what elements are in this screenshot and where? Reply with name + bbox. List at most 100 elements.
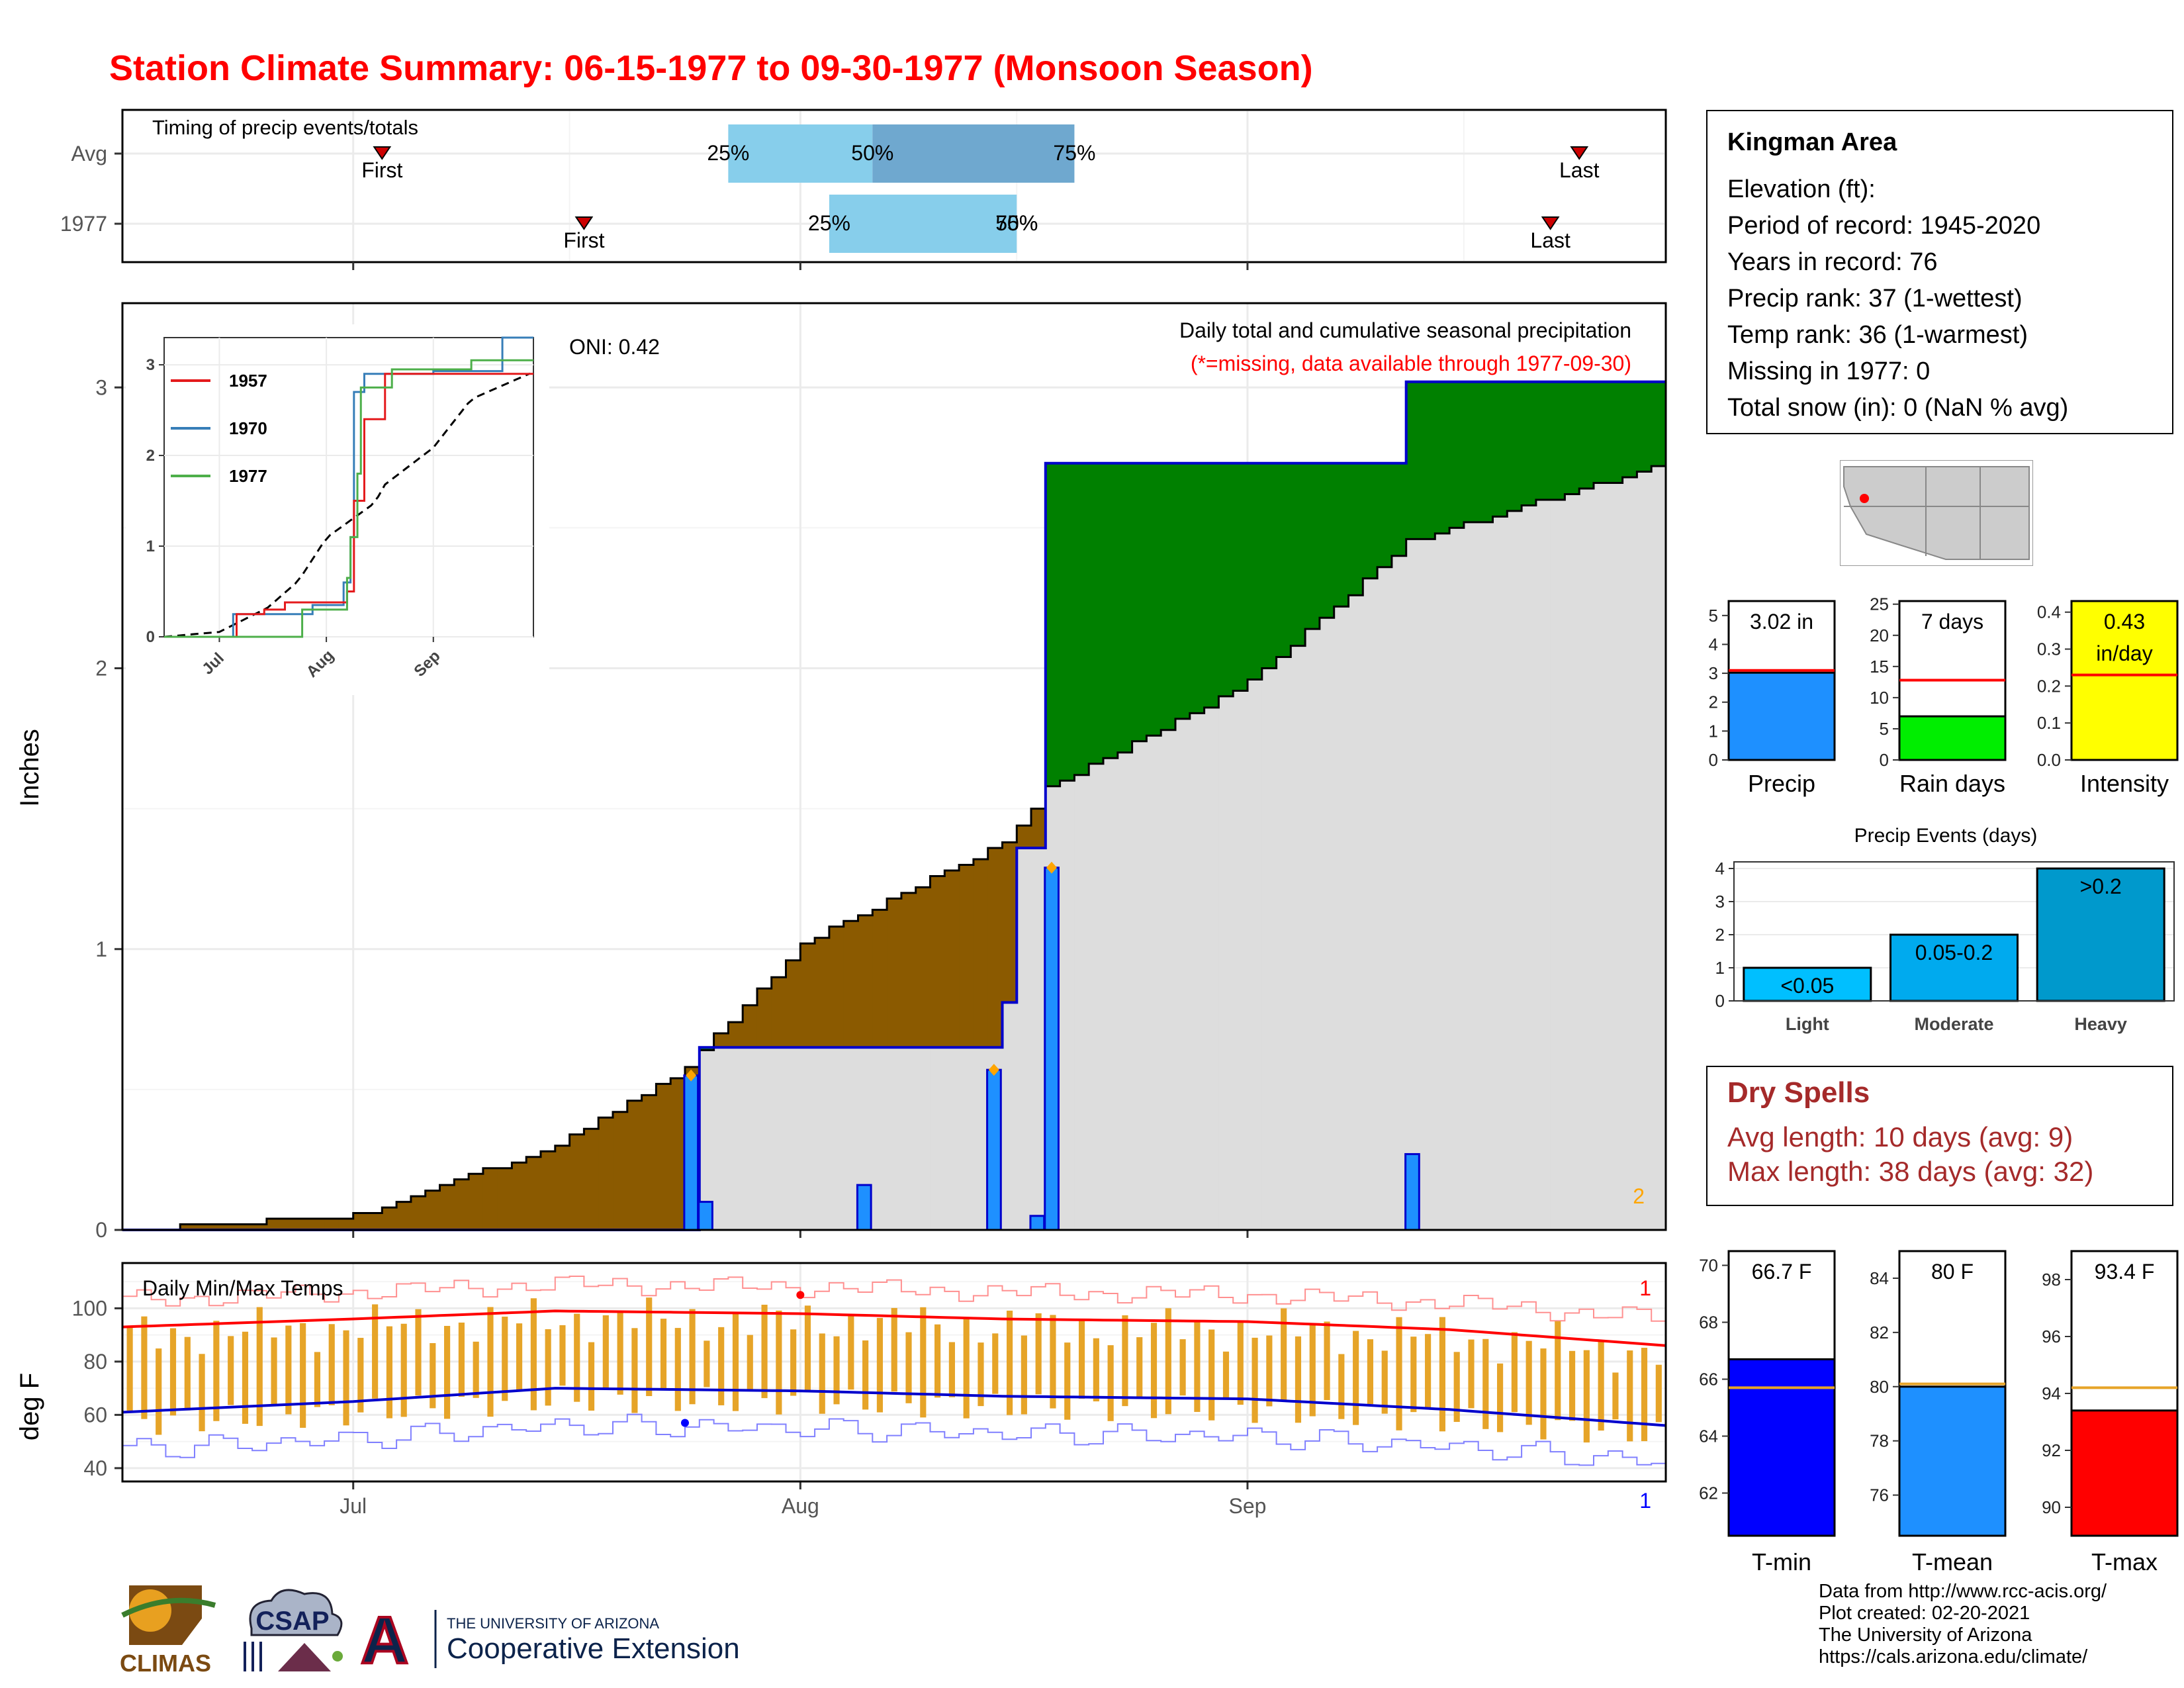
avg-cumulative-area (1247, 679, 1263, 1230)
footer-credits: Data from http://www.rcc-acis.org/ Plot … (1819, 1581, 2107, 1668)
daily-temp-bar (126, 1327, 133, 1412)
avg-cumulative-area (713, 1047, 729, 1230)
deficit-area (1031, 808, 1046, 849)
temps-xtick-label: Sep (1228, 1494, 1266, 1518)
daily-temp-bar (1136, 1337, 1143, 1397)
timing-row-avg: Avg (71, 142, 107, 165)
surplus-area (1463, 381, 1479, 522)
deficit-area (887, 898, 902, 1048)
daily-record-marker (686, 1069, 697, 1082)
daily-temp-bar (1396, 1317, 1402, 1430)
inset-frame (163, 337, 534, 637)
avg-cumulative-area (1291, 645, 1306, 1230)
inset-legend-label: 1970 (229, 418, 267, 438)
daily-temp-bar (256, 1307, 263, 1427)
avg-cumulative-area (1017, 848, 1032, 1230)
events-bin-label: >0.2 (2080, 874, 2122, 898)
summary-bar-ytick-label: 0.4 (2037, 602, 2061, 622)
deficit-area (497, 1168, 513, 1230)
surplus-area (1103, 463, 1118, 759)
climas-swoosh (121, 1597, 216, 1618)
avg-cumulative-area (1261, 668, 1277, 1230)
daily-temp-bar (1453, 1352, 1460, 1423)
daily-temp-bar (891, 1307, 897, 1392)
daily-temp-bar (430, 1343, 436, 1409)
precip-caption: Daily total and cumulative seasonal prec… (1179, 318, 1631, 342)
surplus-area (1608, 381, 1623, 483)
deficit-area (526, 1156, 541, 1230)
summary-bar-value (1898, 1385, 2007, 1537)
avg-tmax-line (122, 1309, 1666, 1347)
deficit-area (512, 1162, 527, 1230)
summary-bar-ytick-label: 98 (2042, 1270, 2061, 1289)
daily-temp-bar (761, 1304, 768, 1399)
deficit-area (713, 1033, 729, 1048)
avg-cumulative-area (771, 1047, 787, 1230)
avg-cumulative-area (1637, 471, 1652, 1231)
daily-temp-bar (1078, 1319, 1085, 1399)
info-line: Temp rank: 36 (1-warmest) (1727, 321, 2028, 349)
summary-bar-value (2070, 600, 2179, 761)
avg-cumulative-area (1161, 729, 1176, 1230)
summary-bar-ytick-label: 80 (1870, 1377, 1889, 1397)
timing-box-lower (829, 195, 1017, 253)
daily-temp-bar (1050, 1315, 1056, 1409)
timing-last-label: Last (1559, 158, 1600, 182)
daily-temp-bar (1208, 1329, 1215, 1421)
daily-temp-bar (487, 1307, 494, 1417)
daily-temp-bar (285, 1325, 292, 1415)
summary-bar-ytick-label: 3 (1709, 663, 1718, 683)
deficit-area (743, 1005, 758, 1048)
events-ytick-label: 0 (1715, 991, 1725, 1011)
avg-tmin-line (122, 1387, 1666, 1427)
daily-temp-bar (199, 1354, 205, 1432)
daily-temp-bar (1439, 1317, 1445, 1432)
deficit-area (439, 1185, 455, 1230)
inset-ytick-label: 2 (146, 447, 155, 465)
avg-cumulative-area (699, 1050, 715, 1230)
avg-cumulative-area (959, 1047, 974, 1230)
avg-cumulative-area (1103, 758, 1118, 1230)
avg-cumulative-area (1175, 718, 1191, 1230)
surplus-area (1089, 463, 1104, 764)
surplus-area (1175, 463, 1191, 719)
daily-temp-bar (516, 1323, 523, 1390)
events-category-label: Heavy (2074, 1014, 2127, 1034)
deficit-area (728, 1022, 743, 1048)
summary-charts: 0 1 2 3 4 5 3.02 in Precip 0 5 10 15 20 25 7 days Rain … (1709, 594, 2179, 797)
deficit-area (584, 1129, 599, 1230)
daily-temp-bar (1627, 1350, 1633, 1442)
daily-temp-bar (1482, 1338, 1489, 1429)
avg-cumulative-area (1146, 735, 1161, 1230)
daily-temp-bar (631, 1328, 638, 1413)
surplus-area (1420, 381, 1435, 539)
climas-logo: CLIMAS (120, 1585, 216, 1677)
daily-temp-bar (1324, 1321, 1330, 1400)
summary-bar-label: Intensity (2080, 770, 2169, 797)
events-ytick-label: 4 (1715, 859, 1725, 878)
avg-cumulative-area (944, 1047, 960, 1230)
ua-line1: THE UNIVERSITY OF ARIZONA (447, 1615, 659, 1632)
info-line: Total snow (in): 0 (NaN % avg) (1727, 394, 2069, 422)
summary-bar-value-label: 0.43 (2104, 610, 2145, 633)
daily-temp-bar (400, 1323, 407, 1417)
daily-record-marker (988, 1064, 999, 1076)
footer-line: https://cals.arizona.edu/climate/ (1819, 1646, 2088, 1667)
map-region (1843, 466, 2030, 560)
avg-cumulative-area (1478, 522, 1494, 1230)
dry-spells-avg: Avg length: 10 days (avg: 9) (1727, 1121, 2073, 1152)
timing-q50-label: 50% (995, 211, 1038, 235)
deficit-area (353, 1213, 369, 1230)
summary-bar-ytick-label: 82 (1870, 1323, 1889, 1342)
daily-temp-bar (1021, 1335, 1027, 1415)
daily-temp-bar (502, 1316, 508, 1401)
summary-bar-ytick-label: 90 (2042, 1497, 2061, 1517)
daily-record-marker (1046, 861, 1057, 874)
avg-cumulative-area (1449, 528, 1465, 1230)
daily-temp-bar (184, 1336, 191, 1411)
deficit-area (1017, 825, 1032, 849)
events-bar (2036, 867, 2165, 1002)
deficit-area (569, 1134, 585, 1230)
daily-temp-bar (660, 1319, 667, 1389)
daily-temp-bar (732, 1313, 739, 1411)
